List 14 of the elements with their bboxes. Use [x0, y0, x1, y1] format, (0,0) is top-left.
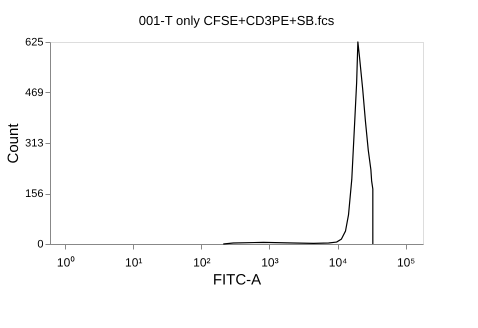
chart-title: 001-T only CFSE+CD3PE+SB.fcs [138, 13, 335, 28]
y-tick-label: 0 [37, 238, 44, 250]
x-axis-title: FITC-A [212, 272, 262, 288]
y-tick-label: 313 [25, 137, 44, 150]
x-tick-label: 10² [193, 256, 210, 270]
x-tick-label: 10³ [261, 256, 279, 270]
y-tick-label: 156 [25, 188, 44, 200]
x-tick-label: 10⁴ [328, 256, 348, 270]
x-tick-label: 10⁰ [56, 256, 74, 270]
y-tick-label: 625 [25, 36, 44, 48]
y-axis-title: Count [5, 122, 22, 164]
y-tick-label: 469 [25, 86, 44, 99]
x-tick-label: 10¹ [125, 256, 142, 270]
x-tick-label: 10⁵ [396, 256, 416, 270]
